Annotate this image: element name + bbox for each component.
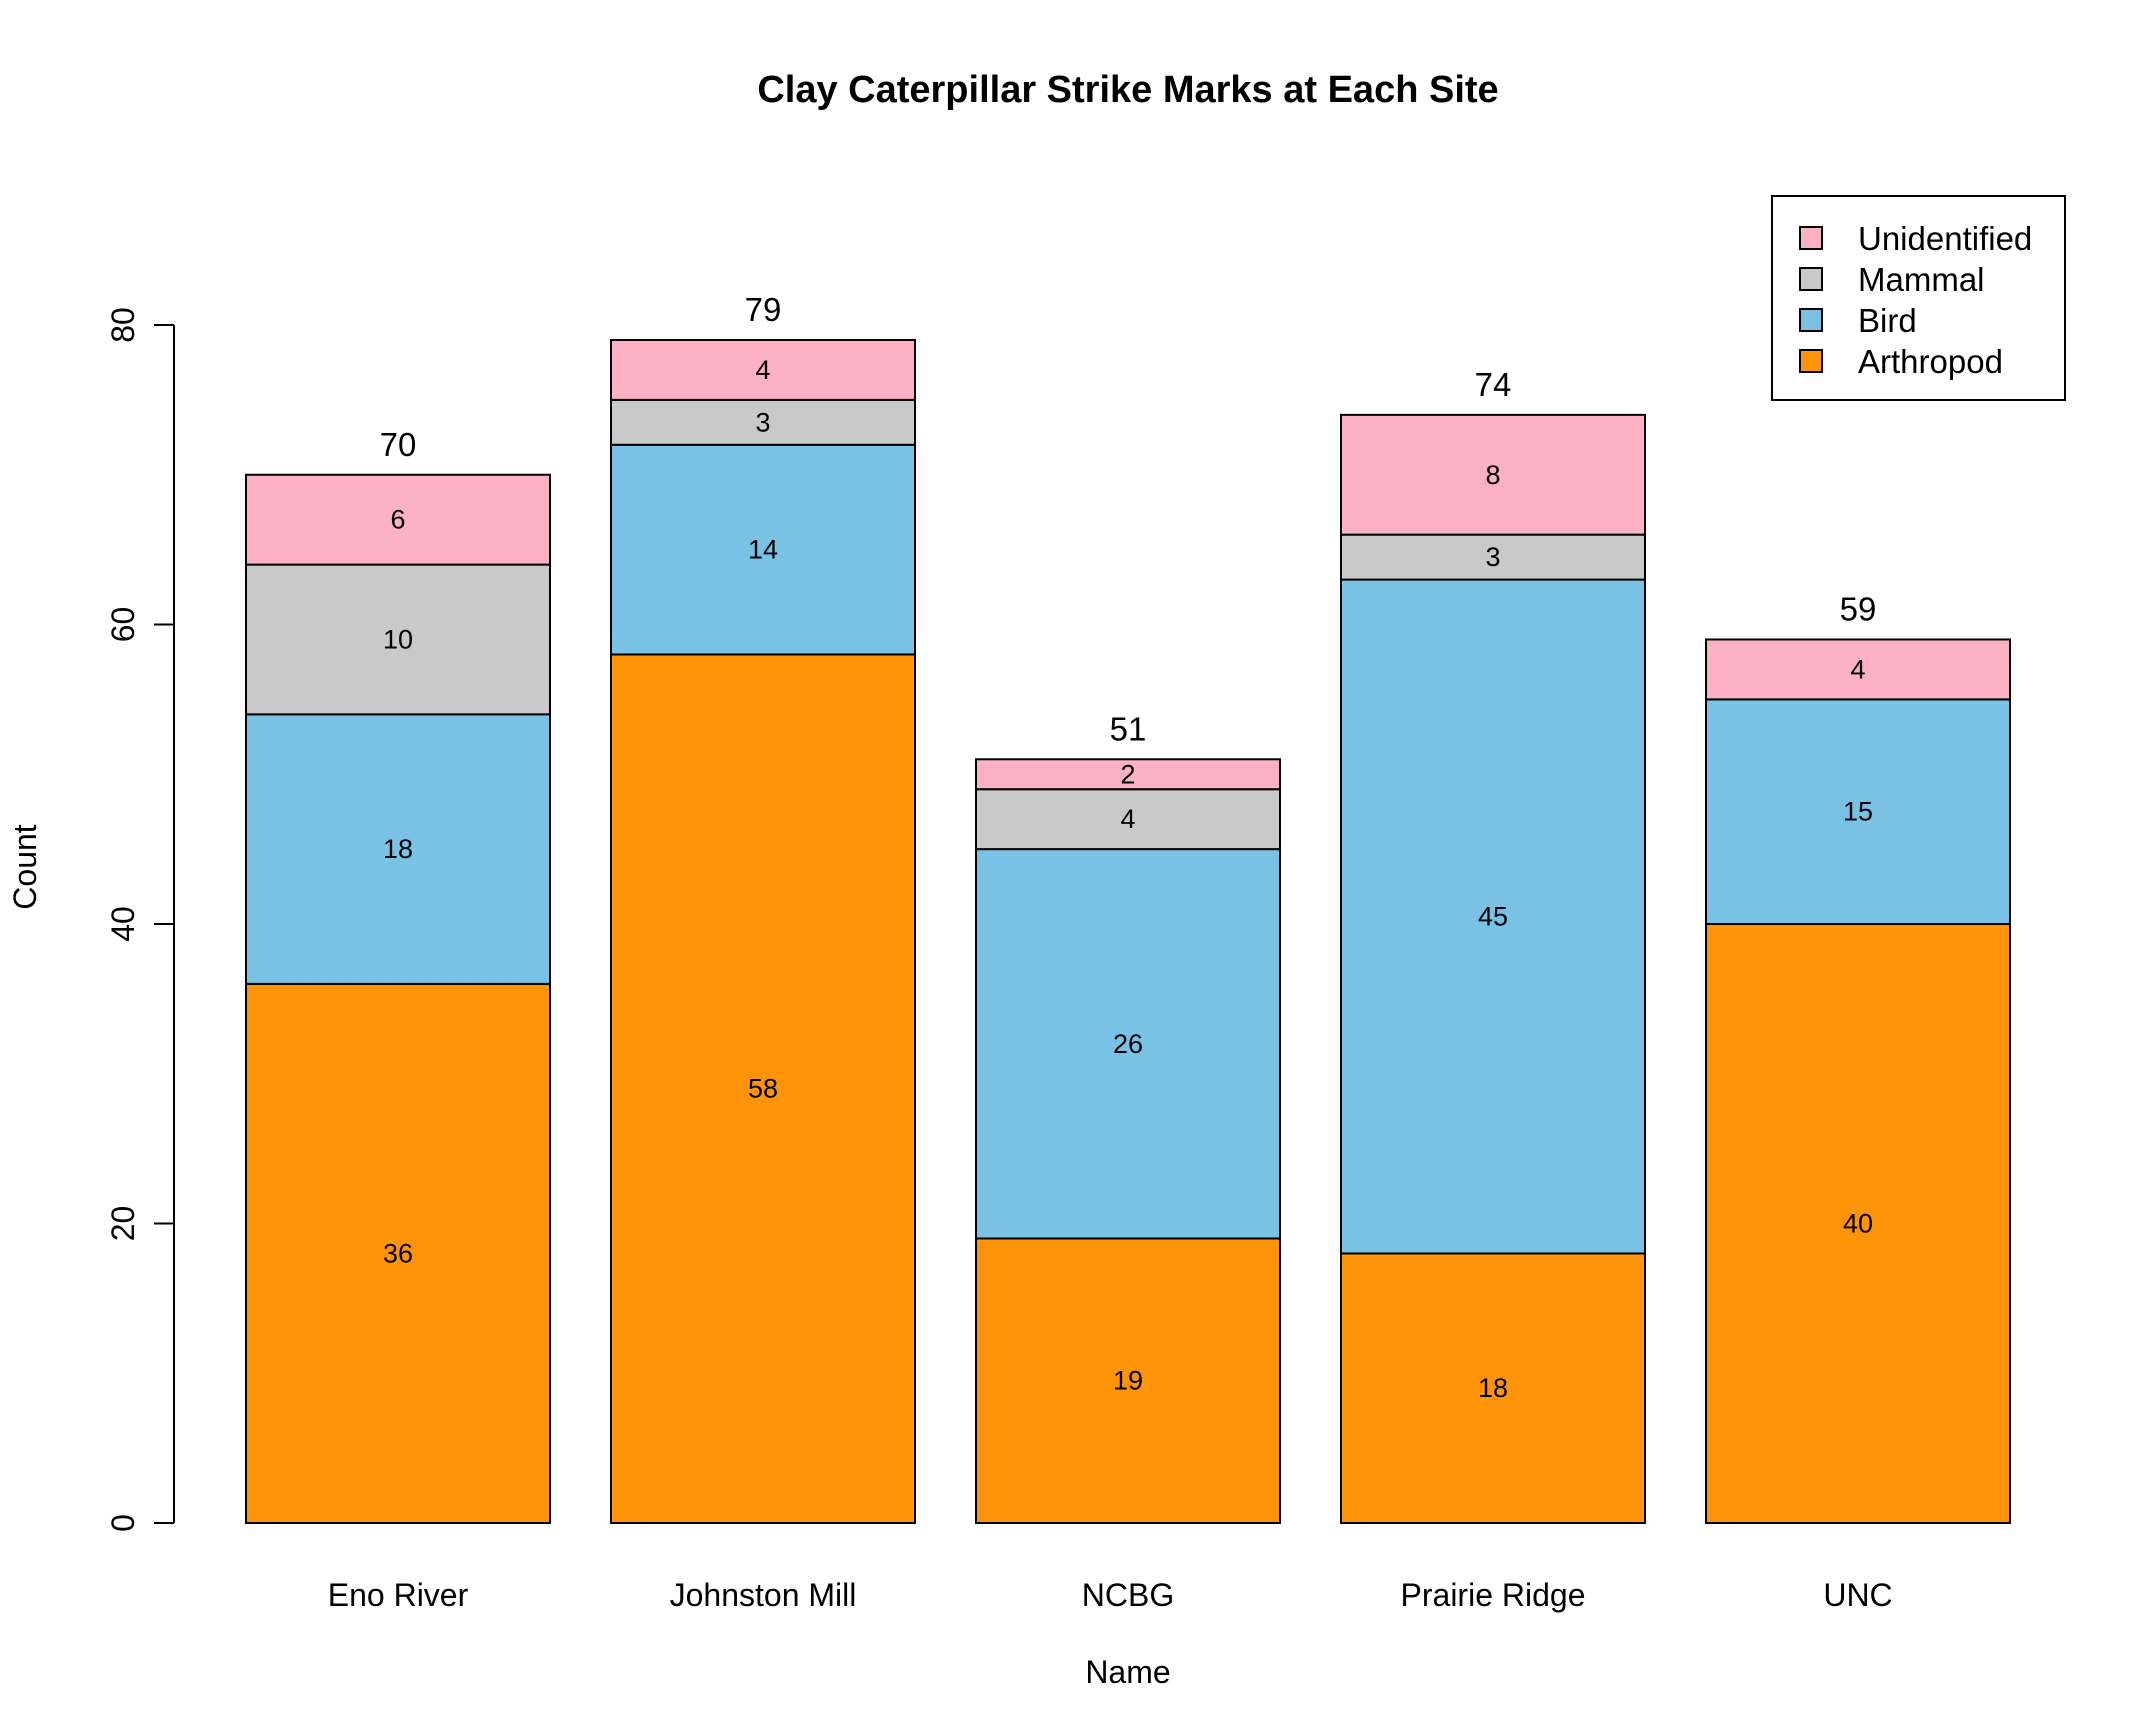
segment-value-label: 6 — [390, 505, 405, 535]
segment-value-label: 19 — [1113, 1366, 1143, 1396]
segment-value-label: 26 — [1113, 1029, 1143, 1059]
segment-value-label: 10 — [383, 624, 413, 654]
bar-total-label: 51 — [1110, 710, 1147, 747]
bar-total-label: 59 — [1840, 590, 1877, 627]
bar-segment-mammal — [975, 788, 1281, 851]
bar-segment-mammal — [1340, 533, 1646, 581]
segment-value-label: 4 — [1850, 654, 1865, 684]
bar-segment-unidentified — [610, 338, 916, 401]
legend-swatch — [1799, 267, 1823, 291]
y-tick-label: 80 — [105, 307, 141, 343]
bar-segment-arthropod — [245, 982, 551, 1524]
segment-value-label: 58 — [748, 1074, 778, 1104]
chart-title: Clay Caterpillar Strike Marks at Each Si… — [757, 69, 1498, 111]
y-axis-label: Count — [7, 824, 43, 910]
legend-swatch — [1799, 349, 1823, 373]
bar-segment-bird — [975, 848, 1281, 1240]
segment-value-label: 2 — [1120, 759, 1135, 789]
segment-value-label: 14 — [748, 535, 778, 565]
bar-segment-mammal — [610, 398, 916, 446]
bar-stack: 36 18 10 6 70 Eno River — [245, 426, 551, 1613]
segment-value-label: 4 — [755, 355, 770, 385]
x-category-label: UNC — [1823, 1577, 1892, 1613]
legend: Unidentified Mammal Bird Arthropod — [1771, 195, 2066, 401]
bar-segment-mammal — [245, 563, 551, 716]
segment-value-label: 15 — [1843, 797, 1873, 827]
bar-stack: 58 14 3 4 79 Johnston Mill — [610, 291, 916, 1613]
bar-segment-unidentified — [975, 758, 1281, 791]
x-category-label: NCBG — [1082, 1577, 1174, 1613]
x-category-label: Prairie Ridge — [1401, 1577, 1586, 1613]
y-tick-label: 40 — [105, 906, 141, 942]
segment-value-label: 45 — [1478, 902, 1508, 932]
y-tick-label: 60 — [105, 607, 141, 643]
bar-segment-unidentified — [1705, 638, 2011, 701]
bar-segment-unidentified — [1340, 413, 1646, 536]
segment-value-label: 18 — [383, 834, 413, 864]
legend-swatch — [1799, 226, 1823, 250]
bars-group: 36 18 10 6 70 Eno River 58 14 3 4 79 Johnston Mill 1… — [245, 291, 2011, 1613]
segment-value-label: 40 — [1843, 1209, 1873, 1239]
x-axis-label: Name — [1085, 1654, 1170, 1690]
bar-total-label: 79 — [745, 291, 782, 328]
bar-stack: 19 26 4 2 51 NCBG — [975, 710, 1281, 1613]
bar-segment-arthropod — [610, 653, 916, 1524]
bar-stack: 40 15 4 59 UNC — [1705, 590, 2011, 1613]
y-axis: 0 20 40 60 80 — [105, 307, 175, 1532]
bar-segment-arthropod — [1340, 1252, 1646, 1524]
x-category-label: Johnston Mill — [670, 1577, 857, 1613]
y-tick-label: 0 — [105, 1514, 141, 1532]
bar-total-label: 74 — [1475, 366, 1512, 403]
legend-label: Mammal — [1858, 261, 1985, 298]
legend-swatch — [1799, 308, 1823, 332]
bar-segment-bird — [1340, 578, 1646, 1255]
legend-label: Arthropod — [1858, 343, 2003, 380]
legend-label: Unidentified — [1858, 220, 2032, 257]
segment-value-label: 3 — [1485, 542, 1500, 572]
segment-value-label: 3 — [755, 407, 770, 437]
y-tick-label: 20 — [105, 1206, 141, 1242]
bar-segment-unidentified — [245, 473, 551, 566]
bar-segment-bird — [610, 443, 916, 656]
bar-stack: 18 45 3 8 74 Prairie Ridge — [1340, 366, 1646, 1613]
bar-segment-bird — [245, 713, 551, 985]
bar-total-label: 70 — [380, 426, 417, 463]
segment-value-label: 36 — [383, 1238, 413, 1268]
bar-segment-arthropod — [1705, 923, 2011, 1524]
bar-segment-arthropod — [975, 1237, 1281, 1524]
segment-value-label: 18 — [1478, 1373, 1508, 1403]
segment-value-label: 4 — [1120, 804, 1135, 834]
legend-label: Bird — [1858, 302, 1917, 339]
segment-value-label: 8 — [1485, 460, 1500, 490]
x-category-label: Eno River — [328, 1577, 469, 1613]
